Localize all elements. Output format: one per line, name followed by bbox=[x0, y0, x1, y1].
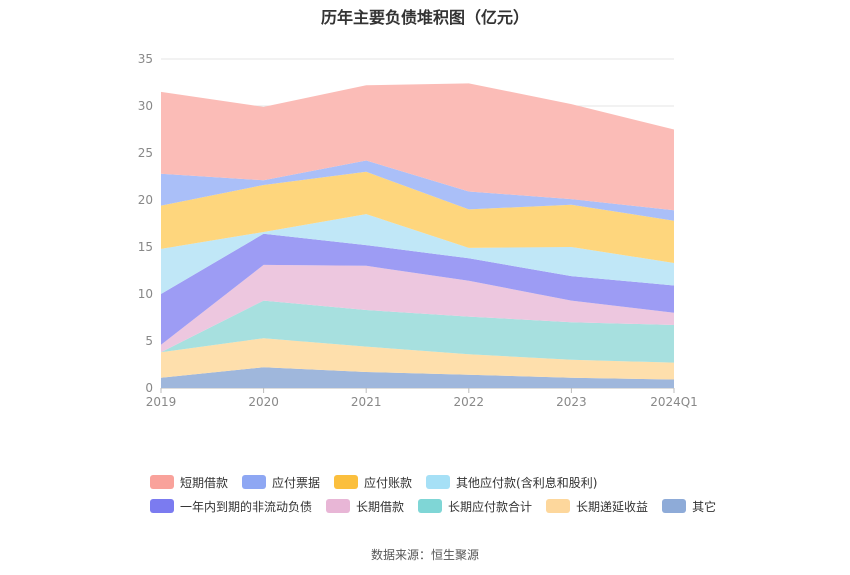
legend-item[interactable]: 其它 bbox=[662, 498, 716, 515]
legend-item[interactable]: 长期应付款合计 bbox=[418, 498, 532, 515]
legend-label: 长期应付款合计 bbox=[448, 499, 533, 514]
legend-swatch bbox=[326, 499, 351, 513]
series-area bbox=[161, 171, 674, 263]
legend-swatch bbox=[242, 475, 267, 489]
y-tick-label: 20 bbox=[138, 193, 153, 207]
legend: 短期借款 应付票据 应付账款 其他应付款(含利息和股利) 一年内到期的非流动负债 长期借… bbox=[150, 470, 770, 518]
y-tick-label: 5 bbox=[145, 334, 153, 348]
data-source: 数据来源：恒生聚源 bbox=[370, 548, 479, 562]
y-tick-label: 10 bbox=[138, 287, 153, 301]
x-tick-label: 2023 bbox=[556, 395, 587, 409]
legend-label: 一年内到期的非流动负债 bbox=[180, 499, 313, 514]
series-area bbox=[161, 83, 674, 211]
legend-swatch bbox=[426, 475, 451, 489]
legend-swatch bbox=[334, 475, 359, 489]
x-tick-label: 2022 bbox=[454, 395, 485, 409]
legend-label: 长期借款 bbox=[356, 499, 405, 514]
legend-label: 应付票据 bbox=[272, 475, 321, 490]
legend-swatch bbox=[150, 475, 174, 489]
series-area bbox=[161, 338, 674, 380]
legend-label: 其它 bbox=[692, 499, 717, 514]
legend-item[interactable]: 一年内到期的非流动负债 bbox=[150, 498, 312, 515]
legend-item[interactable]: 长期借款 bbox=[326, 498, 404, 515]
legend-swatch bbox=[546, 499, 571, 513]
legend-label: 短期借款 bbox=[180, 475, 229, 490]
series-area bbox=[161, 160, 674, 221]
y-tick-label: 25 bbox=[138, 146, 153, 160]
legend-row: 一年内到期的非流动负债 长期借款 长期应付款合计 长期递延收益 其它 bbox=[150, 494, 770, 518]
legend-item[interactable]: 长期递延收益 bbox=[546, 498, 648, 515]
y-axis: 0 5 10 15 20 25 30 35 bbox=[138, 52, 153, 395]
x-tick-label: 2019 bbox=[146, 395, 177, 409]
x-tick-label: 2024Q1 bbox=[650, 395, 698, 409]
chart-title: 历年主要负债堆积图（亿元） bbox=[320, 8, 529, 27]
legend-swatch bbox=[662, 499, 687, 513]
series-area bbox=[161, 300, 674, 363]
area-series bbox=[161, 83, 674, 388]
series-area bbox=[161, 214, 674, 294]
y-tick-label: 15 bbox=[138, 240, 153, 254]
legend-item[interactable]: 其他应付款(含利息和股利) bbox=[426, 474, 597, 491]
x-axis: 2019 2020 2021 2022 2023 2024Q1 bbox=[146, 388, 698, 409]
x-tick-label: 2021 bbox=[351, 395, 382, 409]
x-tick-label: 2020 bbox=[248, 395, 279, 409]
y-tick-label: 30 bbox=[138, 99, 153, 113]
stacked-area-chart: 0 5 10 15 20 25 30 35 2019 2020 2021 2022 2023 2024Q… bbox=[138, 52, 698, 409]
legend-label: 应付账款 bbox=[364, 475, 413, 490]
legend-row: 短期借款 应付票据 应付账款 其他应付款(含利息和股利) bbox=[150, 470, 770, 494]
y-tick-label: 0 bbox=[145, 381, 153, 395]
series-area bbox=[161, 367, 674, 388]
legend-swatch bbox=[418, 499, 443, 513]
series-area bbox=[161, 233, 674, 345]
legend-label: 其他应付款(含利息和股利) bbox=[456, 475, 598, 490]
legend-swatch bbox=[150, 499, 174, 513]
legend-item[interactable]: 应付票据 bbox=[242, 474, 320, 491]
series-area bbox=[161, 264, 674, 353]
legend-label: 长期递延收益 bbox=[576, 499, 649, 514]
y-tick-label: 35 bbox=[138, 52, 153, 66]
legend-item[interactable]: 应付账款 bbox=[334, 474, 412, 491]
legend-item[interactable]: 短期借款 bbox=[150, 474, 228, 491]
